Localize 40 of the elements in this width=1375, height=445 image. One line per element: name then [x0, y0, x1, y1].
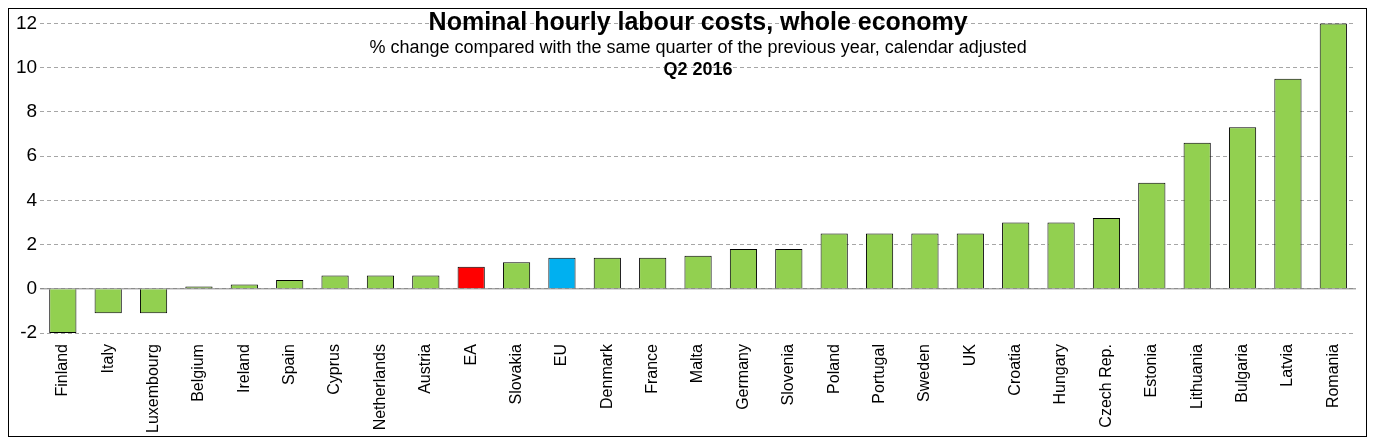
- x-tick-label: Malta: [688, 343, 706, 384]
- y-tick-label: 2: [26, 232, 38, 254]
- x-tick-label: Germany: [733, 344, 751, 410]
- x-tick-label: Netherlands: [370, 344, 388, 431]
- x-tick-label: Lithuania: [1187, 343, 1205, 410]
- y-tick-label: 10: [15, 55, 38, 77]
- y-tick-label: 8: [26, 100, 38, 122]
- x-tick-label: Latvia: [1278, 343, 1296, 387]
- x-tick-label: UK: [960, 343, 978, 367]
- y-tick-label: 0: [26, 277, 38, 299]
- y-tick-label: 12: [15, 11, 38, 33]
- x-tick-label: Spain: [280, 344, 298, 385]
- x-tick-label: EA: [461, 343, 479, 366]
- x-tick-label: Slovenia: [779, 343, 797, 406]
- x-tick-label: Finland: [53, 344, 71, 397]
- x-tick-label: EU: [552, 344, 570, 367]
- x-tick-label: Portugal: [869, 344, 887, 404]
- x-tick-label: Belgium: [189, 344, 207, 402]
- y-tick-label: 4: [26, 188, 38, 210]
- x-tick-label: Austria: [416, 343, 434, 394]
- x-tick-label: Poland: [824, 344, 842, 394]
- x-tick-label: Croatia: [1006, 343, 1024, 396]
- y-tick-label: 6: [26, 144, 38, 166]
- x-tick-label: Romania: [1323, 343, 1341, 409]
- x-tick-label: Ireland: [234, 344, 252, 393]
- x-tick-label: Cyprus: [325, 344, 343, 395]
- x-tick-label: Denmark: [597, 343, 615, 409]
- x-tick-label: Slovakia: [506, 343, 524, 405]
- x-tick-label: France: [643, 343, 661, 394]
- x-tick-label: Hungary: [1051, 344, 1069, 405]
- x-tick-label: Sweden: [915, 344, 933, 402]
- x-tick-label: Bulgaria: [1232, 343, 1250, 403]
- annotation: Q2 2016: [663, 58, 733, 79]
- y-tick-label: -2: [20, 321, 38, 343]
- x-tick-label: Czech Rep.: [1096, 344, 1114, 428]
- chart-title: Nominal hourly labour costs, whole economy: [428, 7, 968, 36]
- text: % change compared with the same quarter of the previous year, calendar adjusted: [369, 36, 1027, 57]
- x-tick-label: Italy: [98, 344, 116, 374]
- x-tick-label: Estonia: [1142, 343, 1160, 398]
- x-tick-label: Luxembourg: [143, 344, 161, 434]
